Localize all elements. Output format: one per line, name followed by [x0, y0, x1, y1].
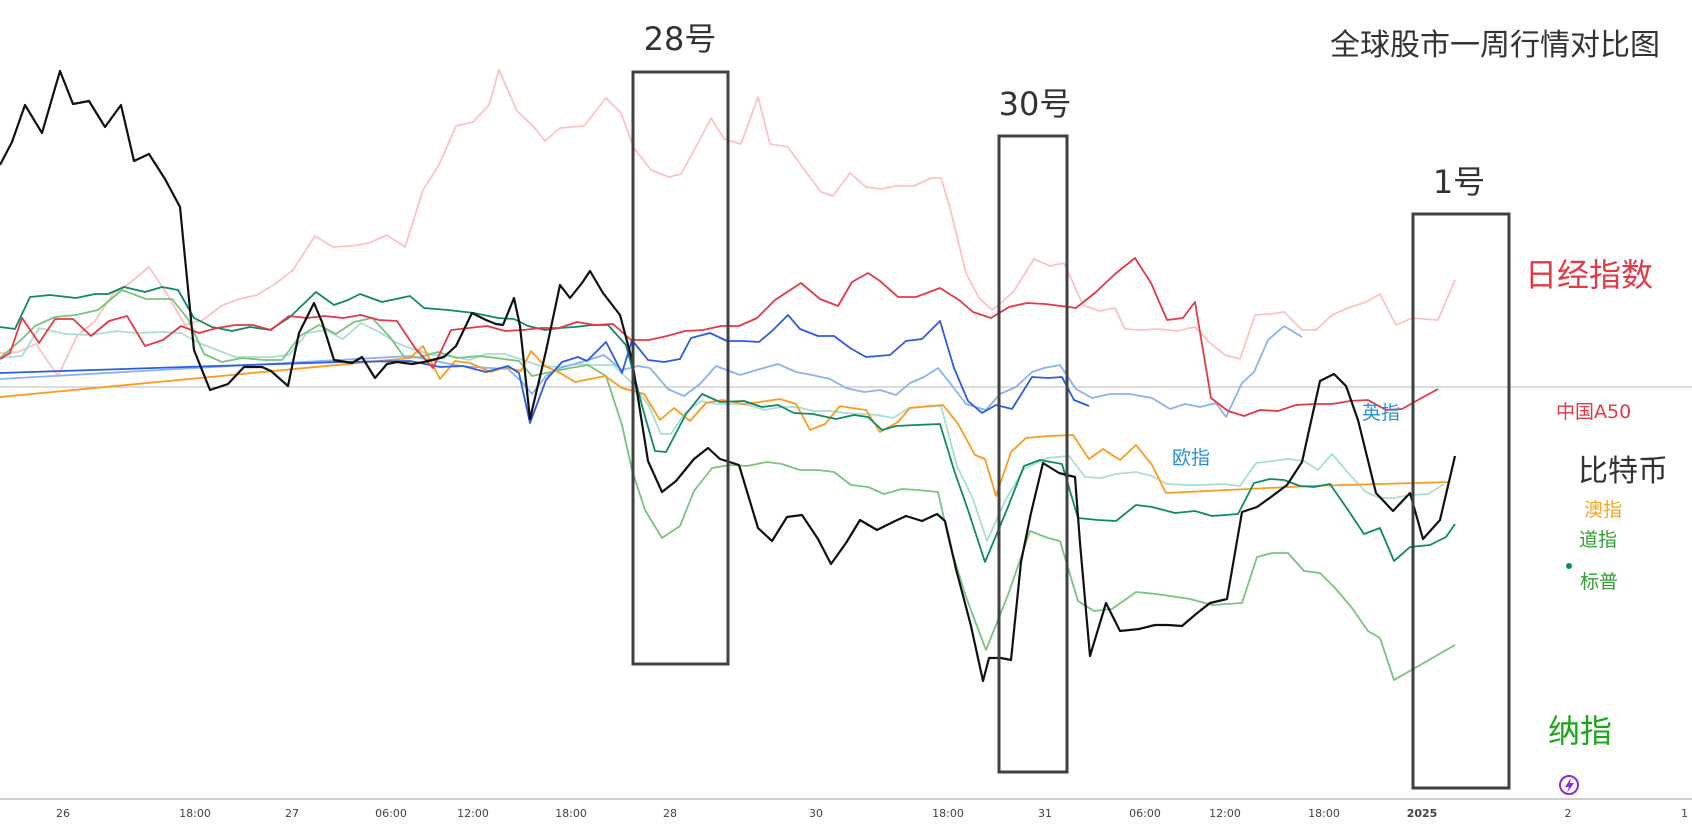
x-tick-label: 18:00 — [1308, 807, 1340, 820]
highlight-box-1 — [1411, 212, 1511, 790]
x-tick-label: 18:00 — [555, 807, 587, 820]
label-a50: 中国A50 — [1556, 401, 1631, 423]
x-tick-label: 27 — [285, 807, 299, 820]
x-tick-label: 18:00 — [179, 807, 211, 820]
label-dow: 道指 — [1579, 529, 1617, 551]
box-label-28: 28号 — [644, 20, 717, 58]
series-line-5 — [0, 345, 1451, 497]
x-tick-label: 30 — [809, 807, 823, 820]
x-axis-ticks: 26 18:00 27 06:00 12:00 18:00 28 30 18:00 31 06:00… — [56, 807, 1688, 820]
label-nasdaq: 纳指 — [1548, 712, 1612, 750]
label-nikkei: 日经指数 — [1525, 256, 1653, 294]
x-tick-label: 2025 — [1407, 807, 1438, 820]
series-layer — [0, 69, 1572, 683]
label-aus: 澳指 — [1584, 499, 1622, 521]
x-tick-label: 28 — [663, 807, 677, 820]
series-line-3 — [0, 314, 1090, 424]
x-tick-label: 12:00 — [1209, 807, 1241, 820]
series-line-0 — [0, 257, 1439, 417]
label-sp: 标普 — [1580, 571, 1618, 593]
x-tick-label: 18:00 — [932, 807, 964, 820]
label-ftse: 英指 — [1362, 402, 1400, 424]
label-btc: 比特币 — [1578, 454, 1668, 489]
highlight-box-28 — [631, 70, 730, 666]
box-label-1: 1号 — [1433, 163, 1485, 201]
x-tick-label: 2 — [1565, 807, 1572, 820]
label-stoxx: 欧指 — [1172, 447, 1210, 469]
box-label-30: 30号 — [999, 85, 1072, 123]
x-tick-label: 1 — [1681, 807, 1688, 820]
x-tick-label: 06:00 — [375, 807, 407, 820]
chart-title: 全球股市一周行情对比图 — [1330, 28, 1660, 63]
series-line-1 — [0, 69, 1456, 377]
series-line-4 — [0, 325, 1303, 418]
series-line-7 — [0, 286, 1456, 563]
x-tick-label: 31 — [1038, 807, 1052, 820]
lightning-icon[interactable] — [1559, 775, 1579, 795]
series-line-2 — [0, 69, 1457, 683]
highlight-box-30 — [997, 134, 1069, 774]
sp-end-dot — [1566, 563, 1572, 569]
x-tick-label: 12:00 — [457, 807, 489, 820]
x-tick-label: 06:00 — [1129, 807, 1161, 820]
x-tick-label: 26 — [56, 807, 70, 820]
series-line-6 — [0, 289, 1456, 681]
